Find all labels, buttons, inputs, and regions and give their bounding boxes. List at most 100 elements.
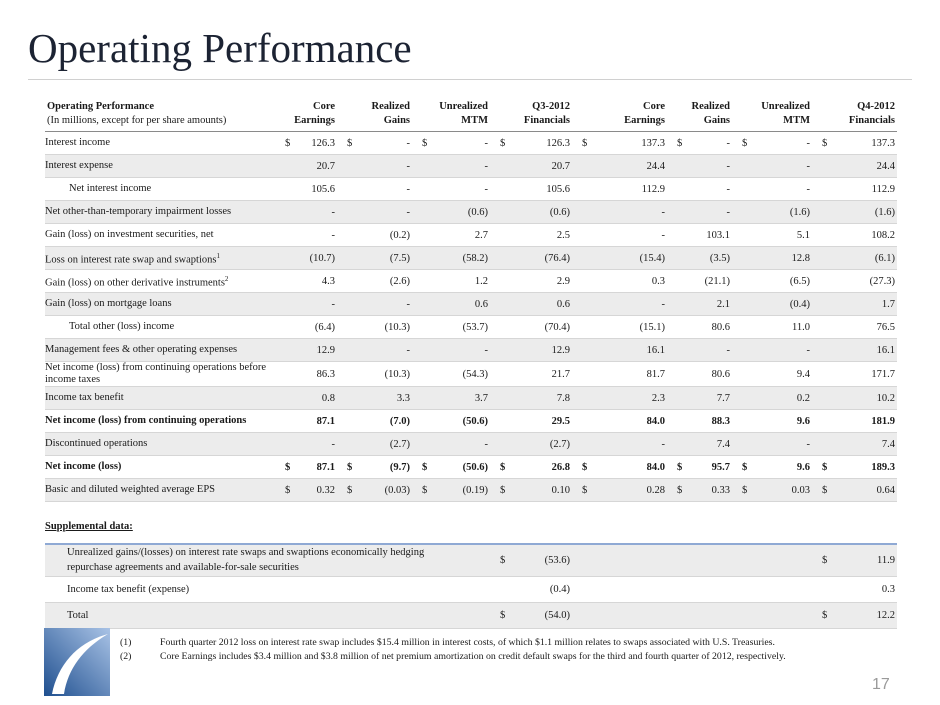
- value-cell: (0.4): [732, 293, 812, 316]
- value-cell: 105.6: [275, 178, 337, 201]
- value-cell: 105.6: [490, 178, 572, 201]
- row-label: Net other-than-temporary impairment loss…: [45, 206, 232, 217]
- currency-sign: $: [347, 461, 353, 473]
- cell-value: 2.5: [556, 229, 570, 241]
- value-cell: 12.9: [275, 339, 337, 362]
- cell-value: 7.4: [716, 438, 730, 450]
- value-cell: 7.8: [490, 387, 572, 410]
- value-cell: $189.3: [812, 456, 897, 479]
- cell-value: 189.3: [871, 461, 895, 473]
- cell-value: 26.8: [551, 461, 570, 473]
- cell-value: 112.9: [641, 183, 665, 195]
- cell-value: 0.33: [711, 484, 730, 496]
- cell-value: 10.2: [876, 392, 895, 404]
- cell-value: -: [406, 206, 411, 218]
- footnote-ref: 1: [216, 251, 220, 260]
- cell-value: -: [806, 137, 811, 149]
- cell-value: 0.10: [551, 484, 570, 496]
- currency-sign: $: [285, 461, 291, 473]
- cell-value: 11.0: [792, 321, 810, 333]
- logo: [44, 628, 110, 696]
- row-label: Gain (loss) on mortgage loans: [45, 298, 172, 309]
- cell-value: (54.0): [544, 609, 571, 621]
- value-cell: 1.7: [812, 293, 897, 316]
- value-cell: 4.3: [275, 270, 337, 293]
- footnote-marker: (2): [120, 651, 132, 662]
- value-cell: -: [732, 178, 812, 201]
- value-cell: 0.2: [732, 387, 812, 410]
- cell-value: 0.28: [646, 484, 665, 496]
- row-label: Net income (loss) from continuing operat…: [45, 362, 267, 385]
- cell-value: (27.3): [869, 275, 895, 287]
- cell-value: (6.5): [789, 275, 810, 287]
- value-cell: (53.7): [412, 316, 490, 339]
- cell-value: -: [484, 183, 489, 195]
- cell-value: 20.7: [551, 160, 570, 172]
- cell-value: 2.7: [474, 229, 488, 241]
- cell-value: 2.3: [651, 392, 665, 404]
- cell-value: 0.8: [321, 392, 335, 404]
- row-label: Gain (loss) on other derivative instrume…: [45, 277, 225, 289]
- row-label-cell: Discontinued operations: [45, 433, 275, 456]
- value-cell: 103.1: [667, 224, 732, 247]
- table-subheading: (In millions, except for per share amoun…: [47, 115, 227, 126]
- value-cell: $126.3: [275, 132, 337, 155]
- row-label-cell: Net income (loss) from continuing operat…: [45, 410, 275, 433]
- currency-sign: $: [422, 484, 428, 496]
- value-cell: 1.2: [412, 270, 490, 293]
- value-cell: -: [337, 178, 412, 201]
- value-cell: (10.7): [275, 247, 337, 270]
- value-cell: $ (9.7): [337, 456, 412, 479]
- value-cell: $0.33: [667, 479, 732, 502]
- value-cell: -: [412, 339, 490, 362]
- column-header: Realized Gains: [667, 100, 732, 132]
- value-cell: $ (50.6): [412, 456, 490, 479]
- value-cell: 12.9: [490, 339, 572, 362]
- value-cell: $11.9: [812, 544, 897, 576]
- value-cell: $ -: [337, 132, 412, 155]
- cell-value: 0.3: [881, 583, 896, 595]
- value-cell: (6.1): [812, 247, 897, 270]
- cell-value: -: [331, 206, 336, 218]
- cell-value: 108.2: [871, 229, 895, 241]
- cell-value: (70.4): [544, 321, 570, 333]
- currency-sign: $: [347, 484, 353, 496]
- table-row: Income tax benefit 0.8 3.3 3.7 7.8 2.3 7.7 0.2 1…: [45, 386, 897, 410]
- table-row: Net income (loss) $87.1 $ (9.7) $ (50.6) $26.8…: [45, 456, 897, 479]
- cell-value: 103.1: [706, 229, 730, 241]
- table-row: Discontinued operations - (2.7) - (2.7) - 7.4 -…: [45, 432, 897, 456]
- cell-value: (0.6): [549, 206, 570, 218]
- cell-value: 105.6: [546, 183, 570, 195]
- currency-sign: $: [500, 484, 506, 496]
- currency-sign: $: [677, 461, 683, 473]
- footnote-text: Fourth quarter 2012 loss on interest rat…: [160, 637, 775, 648]
- row-label-cell: Gain (loss) on investment securities, ne…: [45, 224, 275, 247]
- cell-value: 16.1: [876, 344, 895, 356]
- column-header-line: Q3-2012: [532, 101, 570, 112]
- value-cell: 80.6: [667, 362, 732, 387]
- supplemental-label-cell: Unrealized gains/(losses) on interest ra…: [45, 544, 490, 576]
- cell-value: -: [806, 183, 811, 195]
- cell-value: (7.0): [389, 415, 410, 427]
- row-label: Loss on interest rate swap and swaptions: [45, 254, 217, 266]
- row-label-cell: Management fees & other operating expens…: [45, 339, 275, 362]
- cell-value: (76.4): [544, 252, 570, 264]
- cell-value: 137.3: [641, 137, 665, 149]
- value-cell: -: [337, 201, 412, 224]
- cell-value: (9.7): [389, 461, 410, 473]
- currency-sign: $: [582, 484, 588, 496]
- column-header: Realized Gains: [337, 100, 412, 132]
- cell-value: (6.1): [874, 252, 895, 264]
- cell-value: 80.6: [711, 368, 730, 380]
- value-cell: 0.3: [572, 270, 667, 293]
- value-cell: 81.7: [572, 362, 667, 387]
- value-cell: 171.7: [812, 362, 897, 387]
- footnotes: (1) Fourth quarter 2012 loss on interest …: [120, 636, 786, 664]
- supplemental-label: Unrealized gains/(losses) on interest ra…: [67, 547, 425, 574]
- value-cell: 9.6: [732, 410, 812, 433]
- cell-value: 105.6: [311, 183, 335, 195]
- cell-value: 171.7: [871, 368, 895, 380]
- cell-value: 0.32: [316, 484, 335, 496]
- cell-value: (50.6): [462, 461, 488, 473]
- value-cell: 0.6: [412, 293, 490, 316]
